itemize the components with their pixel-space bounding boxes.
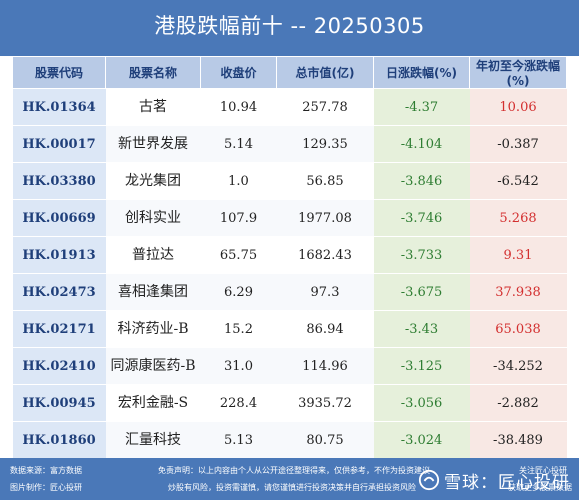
table-row: HK.03380 龙光集团 1.0 56.85 -3.846 -6.542 <box>12 162 567 200</box>
table-row: HK.00945 宏利金融-S 228.4 3935.72 -3.056 -2.882 <box>12 384 567 422</box>
cell-price: 10.94 <box>200 88 277 126</box>
footer-follow: 关注匠心投研 <box>519 466 567 475</box>
cell-ytd-change: 10.06 <box>469 88 567 126</box>
cell-daily-change: -3.056 <box>373 384 470 422</box>
cell-daily-change: -3.733 <box>373 236 470 274</box>
cell-code: HK.02473 <box>12 273 106 311</box>
cell-name: 新世界发展 <box>105 125 201 163</box>
cell-code: HK.02171 <box>12 310 106 348</box>
cell-ytd-change: -2.882 <box>469 384 567 422</box>
cell-market-cap: 257.78 <box>276 88 374 126</box>
cell-market-cap: 80.75 <box>276 421 374 459</box>
table-row: HK.01860 汇量科技 5.13 80.75 -3.024 -38.489 <box>12 421 567 459</box>
table-row: HK.02473 喜相逢集团 6.29 97.3 -3.675 37.938 <box>12 273 567 311</box>
footer-disclaimer-2: 炒股有风险，投资需谨慎，请您谨慎进行投资决策并自行承担投资风险 <box>168 483 416 492</box>
cell-daily-change: -4.37 <box>373 88 470 126</box>
cell-daily-change: -3.024 <box>373 421 470 459</box>
title-banner <box>0 0 579 56</box>
cell-price: 107.9 <box>200 199 277 237</box>
header-market-cap: 总市值(亿) <box>276 56 374 89</box>
cell-market-cap: 1682.43 <box>276 236 374 274</box>
footer-source: 数据来源：富方数据 <box>10 466 82 475</box>
cell-code: HK.00669 <box>12 199 106 237</box>
snowball-logo-icon <box>418 469 440 491</box>
cell-market-cap: 97.3 <box>276 273 374 311</box>
cell-ytd-change: -6.542 <box>469 162 567 200</box>
footer-follow-2: 获取更多股票数据 <box>508 483 572 492</box>
cell-code: HK.01913 <box>12 236 106 274</box>
cell-name: 科济药业-B <box>105 310 201 348</box>
cell-code: HK.01860 <box>12 421 106 459</box>
table-header-row: 股票代码 股票名称 收盘价 总市值(亿) 日涨跌幅(%) 年初至今涨跌幅(%) <box>12 56 567 89</box>
header-code: 股票代码 <box>12 56 106 89</box>
cell-daily-change: -3.746 <box>373 199 470 237</box>
cell-name: 宏利金融-S <box>105 384 201 422</box>
cell-price: 1.0 <box>200 162 277 200</box>
cell-market-cap: 86.94 <box>276 310 374 348</box>
cell-market-cap: 56.85 <box>276 162 374 200</box>
cell-code: HK.00017 <box>12 125 106 163</box>
cell-name: 普拉达 <box>105 236 201 274</box>
cell-name: 同源康医药-B <box>105 347 201 385</box>
cell-code: HK.03380 <box>12 162 106 200</box>
table-row: HK.00669 创科实业 107.9 1977.08 -3.746 5.268 <box>12 199 567 237</box>
watermark-text: 雪球：匠心投研 <box>444 472 570 493</box>
footer-disclaimer-1: 免责声明：以上内容由个人从公开途径整理得来，仅供参考，不作为投资建议 <box>158 466 430 475</box>
cell-name: 汇量科技 <box>105 421 201 459</box>
footer-bar: 数据来源：富方数据 图片制作：匠心投研 免责声明：以上内容由个人从公开途径整理得… <box>0 458 579 500</box>
cell-name: 龙光集团 <box>105 162 201 200</box>
cell-code: HK.00945 <box>12 384 106 422</box>
table-container: 股票代码 股票名称 收盘价 总市值(亿) 日涨跌幅(%) 年初至今涨跌幅(%) … <box>12 56 567 459</box>
watermark: 雪球：匠心投研 <box>418 468 570 493</box>
cell-price: 65.75 <box>200 236 277 274</box>
table-row: HK.01364 古茗 10.94 257.78 -4.37 10.06 <box>12 88 567 126</box>
header-price: 收盘价 <box>200 56 277 89</box>
table-row: HK.01913 普拉达 65.75 1682.43 -3.733 9.31 <box>12 236 567 274</box>
header-name: 股票名称 <box>105 56 201 89</box>
cell-price: 31.0 <box>200 347 277 385</box>
cell-code: HK.02410 <box>12 347 106 385</box>
cell-ytd-change: 9.31 <box>469 236 567 274</box>
cell-price: 228.4 <box>200 384 277 422</box>
cell-ytd-change: 5.268 <box>469 199 567 237</box>
header-daily-change: 日涨跌幅(%) <box>373 56 470 89</box>
cell-price: 6.29 <box>200 273 277 311</box>
cell-market-cap: 129.35 <box>276 125 374 163</box>
cell-daily-change: -3.43 <box>373 310 470 348</box>
table-row: HK.00017 新世界发展 5.14 129.35 -4.104 -0.387 <box>12 125 567 163</box>
cell-name: 创科实业 <box>105 199 201 237</box>
cell-ytd-change: -34.252 <box>469 347 567 385</box>
cell-ytd-change: 65.038 <box>469 310 567 348</box>
cell-market-cap: 1977.08 <box>276 199 374 237</box>
cell-name: 喜相逢集团 <box>105 273 201 311</box>
cell-daily-change: -3.846 <box>373 162 470 200</box>
table-row: HK.02171 科济药业-B 15.2 86.94 -3.43 65.038 <box>12 310 567 348</box>
cell-daily-change: -3.125 <box>373 347 470 385</box>
cell-name: 古茗 <box>105 88 201 126</box>
cell-ytd-change: -38.489 <box>469 421 567 459</box>
cell-ytd-change: -0.387 <box>469 125 567 163</box>
cell-ytd-change: 37.938 <box>469 273 567 311</box>
cell-daily-change: -3.675 <box>373 273 470 311</box>
cell-price: 5.14 <box>200 125 277 163</box>
page-title: 港股跌幅前十 -- 20250305 <box>154 14 425 38</box>
table-row: HK.02410 同源康医药-B 31.0 114.96 -3.125 -34.252 <box>12 347 567 385</box>
footer-made-by: 图片制作：匠心投研 <box>10 483 82 492</box>
cell-price: 15.2 <box>200 310 277 348</box>
stock-table: 股票代码 股票名称 收盘价 总市值(亿) 日涨跌幅(%) 年初至今涨跌幅(%) … <box>12 56 567 459</box>
cell-code: HK.01364 <box>12 88 106 126</box>
cell-market-cap: 3935.72 <box>276 384 374 422</box>
cell-daily-change: -4.104 <box>373 125 470 163</box>
cell-price: 5.13 <box>200 421 277 459</box>
header-ytd-change: 年初至今涨跌幅(%) <box>469 56 567 89</box>
cell-market-cap: 114.96 <box>276 347 374 385</box>
